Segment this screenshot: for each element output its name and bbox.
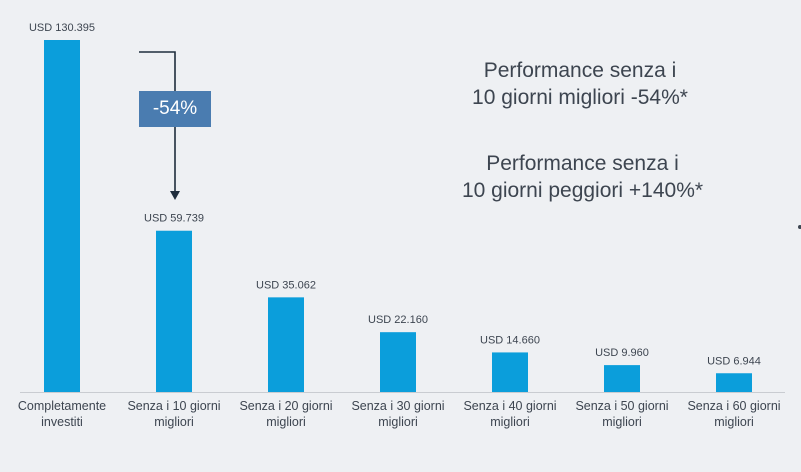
bar-value-label: USD 130.395 [29,22,95,34]
x-tick-label: Senza i 60 giorni migliori [687,399,780,429]
note-without-worst-days: Performance senza i 10 giorni peggiori +… [461,152,704,202]
x-tick-label: Senza i 30 giorni migliori [351,399,444,429]
drop-arrow-head [170,191,180,200]
x-tick-label: Senza i 20 giorni migliori [239,399,332,429]
bar [604,365,640,392]
bar-value-label: USD 22.160 [368,314,428,326]
drop-percentage-badge: -54% [139,91,211,127]
x-tick-label: Senza i 40 giorni migliori [463,399,556,429]
note-without-best-days: Performance senza i 10 giorni migliori -… [472,59,688,109]
bar-value-label: USD 14.660 [480,334,540,346]
bar-value-label: USD 9.960 [595,347,649,359]
bar-value-label: USD 6.944 [707,355,761,367]
bar [268,297,304,392]
x-tick-label: Senza i 10 giorni migliori [127,399,220,429]
bar [716,373,752,392]
bar-value-label: USD 35.062 [256,279,316,291]
bar-value-label: USD 59.739 [144,213,204,225]
x-tick-label: Completamente investiti [18,399,106,429]
bar [156,230,192,392]
edge-dot [798,225,801,229]
bar [44,40,80,392]
bar [492,352,528,392]
bar [380,332,416,392]
drop-arrow-line [139,51,176,192]
x-tick-label: Senza i 50 giorni migliori [575,399,668,429]
